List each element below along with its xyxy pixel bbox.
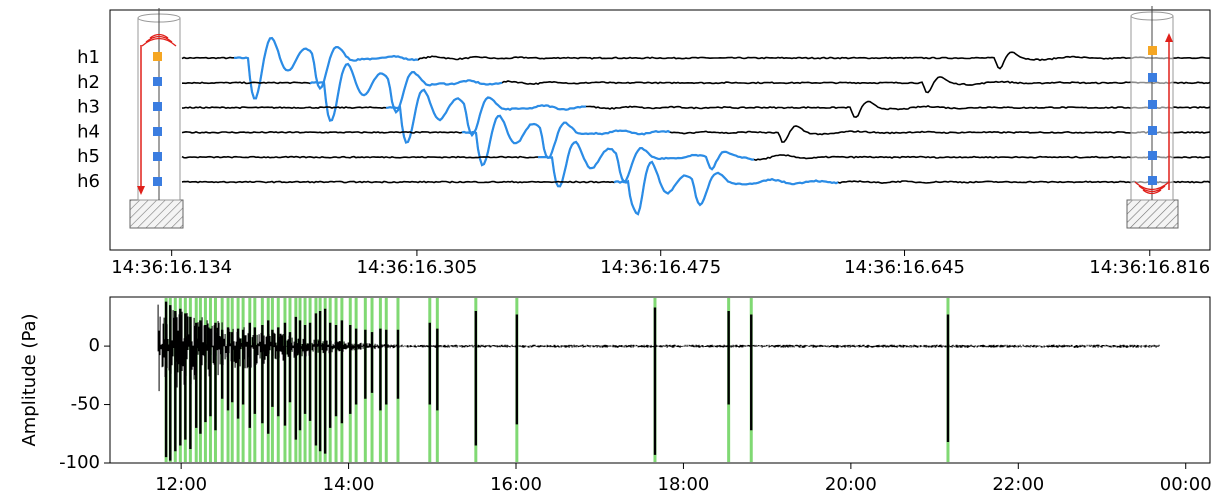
trace-label: h2 (77, 72, 100, 93)
left-borehole (129, 8, 184, 229)
direct-arrival (309, 62, 503, 122)
trace-label: h1 (77, 47, 100, 68)
x-tick-label: 14:36:16.645 (844, 257, 965, 278)
x-tick-label: 18:00 (658, 474, 710, 495)
trace (181, 160, 1211, 216)
trace-label: h6 (77, 171, 100, 192)
x-tick-label: 14:36:16.305 (356, 257, 477, 278)
x-tick-label: 20:00 (825, 474, 877, 495)
direct-arrival (233, 36, 419, 100)
top-frame (109, 9, 1211, 251)
sensor (1148, 73, 1157, 82)
sensor-source (1148, 46, 1157, 55)
x-tick-label: 12:00 (155, 474, 207, 495)
y-tick-label: -100 (59, 452, 100, 473)
base (1126, 199, 1179, 229)
sensor (1148, 100, 1157, 109)
right-borehole (1126, 6, 1179, 229)
direct-arrival (537, 140, 755, 188)
trace (181, 114, 1211, 167)
sensor (153, 102, 162, 111)
source-wave (141, 33, 177, 47)
arrow-head (137, 186, 145, 195)
trace-label: h4 (77, 121, 100, 142)
direct-arrival (385, 88, 587, 144)
trace-label: h3 (77, 97, 100, 118)
x-tick-label: 14:36:16.134 (111, 257, 232, 278)
source-wave (1134, 181, 1170, 195)
base (129, 199, 184, 229)
y-tick-label: -50 (71, 394, 100, 415)
trace-label: h5 (77, 146, 100, 167)
bottom-frame (109, 296, 1211, 464)
x-tick-label: 14:00 (323, 474, 375, 495)
trace (182, 63, 1211, 122)
x-tick-label: 00:00 (1160, 474, 1212, 495)
y-tick-label: 0 (89, 335, 100, 356)
sensor (153, 177, 162, 186)
direct-arrival (613, 160, 839, 216)
sensor (1148, 176, 1157, 185)
direct-arrival (461, 114, 671, 167)
trace-layer (181, 36, 1211, 216)
sensor-source (153, 52, 162, 61)
sensor (153, 152, 162, 161)
arrow-head (1165, 33, 1173, 42)
x-tick-label: 14:36:16.816 (1089, 257, 1210, 278)
x-tick-label: 22:00 (992, 474, 1044, 495)
sensor (153, 77, 162, 86)
y-axis-label: Amplitude (Pa) (19, 313, 40, 446)
sensor (1148, 151, 1157, 160)
noise (157, 304, 1160, 392)
x-tick-label: 14:36:16.475 (600, 257, 721, 278)
sensor (1148, 126, 1157, 135)
trace (181, 140, 1211, 188)
amplitude-layer (157, 298, 1160, 462)
x-tick-label: 16:00 (490, 474, 542, 495)
trace (181, 88, 1211, 144)
sensor (153, 127, 162, 136)
